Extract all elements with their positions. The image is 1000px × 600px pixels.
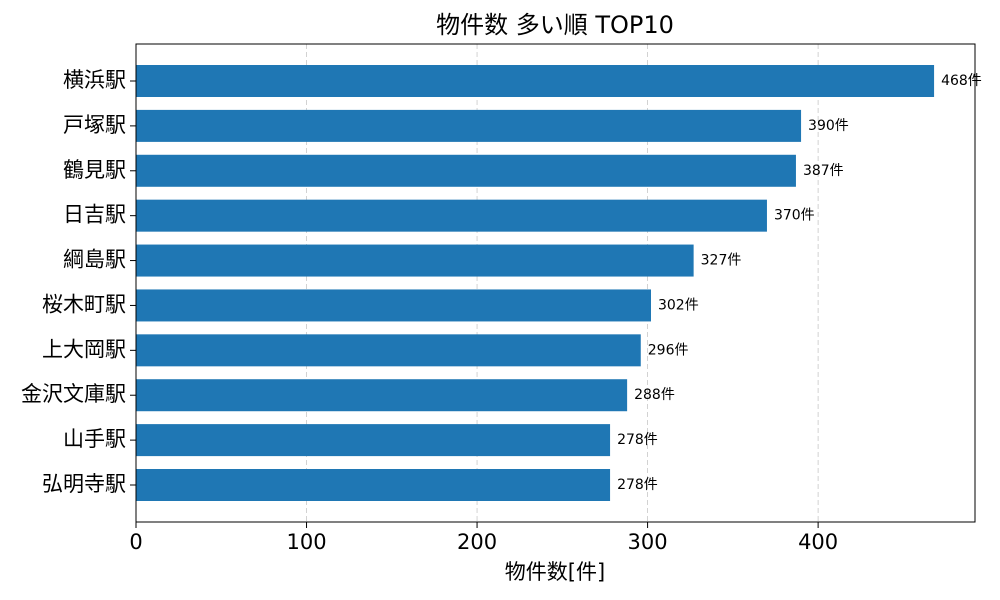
- value-label: 387件: [803, 163, 844, 179]
- value-label: 370件: [774, 208, 815, 224]
- y-tick-label: 金沢文庫駅: [21, 382, 126, 406]
- bar: [136, 154, 796, 187]
- plot-frame: [135, 43, 976, 523]
- y-tick-label: 日吉駅: [63, 203, 126, 227]
- y-tick-label: 上大岡駅: [42, 337, 126, 361]
- value-label: 288件: [634, 387, 675, 403]
- value-label: 278件: [617, 477, 658, 493]
- bar: [136, 334, 641, 367]
- y-tick-label: 山手駅: [63, 427, 126, 451]
- value-label: 390件: [808, 118, 849, 134]
- value-label: 278件: [617, 432, 658, 448]
- y-tick-label: 戸塚駅: [63, 113, 126, 137]
- bar: [136, 289, 651, 322]
- y-tick-label: 鶴見駅: [63, 158, 126, 182]
- bar: [136, 244, 694, 277]
- y-tick-label: 横浜駅: [63, 68, 126, 92]
- chart-title: 物件数 多い順 TOP10: [436, 11, 674, 39]
- x-tick-label: 200: [457, 530, 497, 554]
- x-tick-label: 100: [286, 530, 326, 554]
- bar: [136, 199, 767, 232]
- x-tick-label: 400: [798, 530, 838, 554]
- x-tick-label: 300: [628, 530, 668, 554]
- bar: [136, 469, 611, 501]
- y-tick-label: 綱島駅: [63, 248, 126, 272]
- x-tick-label: 0: [129, 530, 142, 554]
- bar: [136, 65, 935, 97]
- bar: [136, 109, 802, 142]
- y-tick-label: 桜木町駅: [42, 292, 126, 316]
- value-label: 302件: [658, 297, 699, 313]
- bar: [136, 424, 611, 457]
- value-label: 468件: [941, 73, 982, 89]
- value-label: 327件: [701, 253, 742, 269]
- value-label: 296件: [648, 342, 689, 358]
- x-axis-label: 物件数[件]: [505, 560, 605, 584]
- bar: [136, 379, 628, 412]
- y-tick-label: 弘明寺駅: [42, 472, 126, 496]
